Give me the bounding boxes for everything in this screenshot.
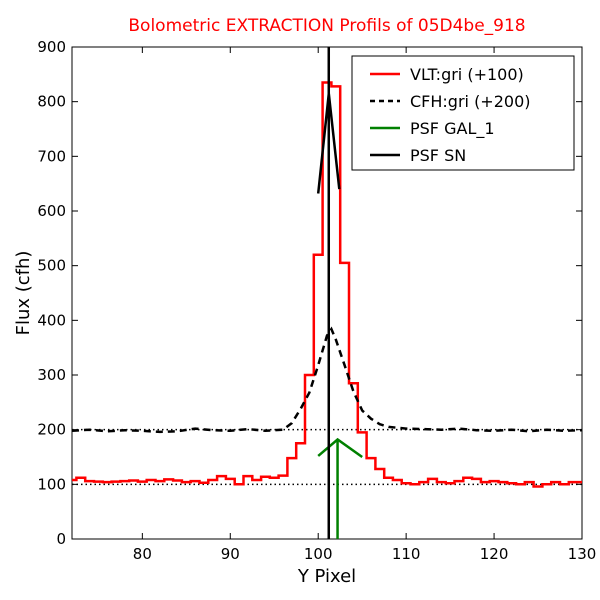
legend-label: PSF GAL_1 — [410, 119, 495, 139]
x-axis-label: Y Pixel — [297, 566, 356, 587]
y-axis-label: Flux (cfh) — [13, 251, 34, 336]
y-tick-label: 0 — [56, 530, 66, 548]
series-line-1 — [72, 326, 582, 434]
y-axis-ticks: 0 100 200 300 400 500 600 700 800 900 — [37, 38, 582, 548]
reference-lines — [72, 428, 582, 486]
y-tick-label: 400 — [37, 311, 66, 329]
x-tick-label: 130 — [568, 545, 597, 563]
y-tick-label: 100 — [37, 475, 66, 493]
series-line-0 — [72, 81, 582, 488]
y-tick-label: 700 — [37, 147, 66, 165]
x-tick-label: 110 — [392, 545, 421, 563]
y-tick-label: 800 — [37, 93, 66, 111]
vertical-markers — [327, 47, 339, 539]
x-tick-label: 90 — [221, 545, 240, 563]
legend-label: CFH:gri (+200) — [410, 92, 531, 111]
legend-label: VLT:gri (+100) — [410, 65, 524, 84]
x-tick-label: 100 — [304, 545, 333, 563]
y-tick-label: 500 — [37, 257, 66, 275]
y-tick-label: 200 — [37, 421, 66, 439]
y-tick-label: 300 — [37, 366, 66, 384]
chart-title: Bolometric EXTRACTION Profils of 05D4be_… — [128, 16, 525, 36]
y-tick-label: 600 — [37, 202, 66, 220]
series-line-2 — [317, 437, 363, 459]
x-axis-ticks: 80 90 100 110 120 130 — [133, 47, 597, 563]
x-tick-label: 80 — [133, 545, 152, 563]
plot-frame — [71, 46, 583, 540]
legend-label: PSF SN — [410, 146, 466, 165]
legend: VLT:gri (+100) CFH:gri (+200) PSF GAL_1 PSF… — [351, 55, 575, 171]
y-tick-label: 900 — [37, 38, 66, 56]
x-tick-label: 120 — [480, 545, 509, 563]
